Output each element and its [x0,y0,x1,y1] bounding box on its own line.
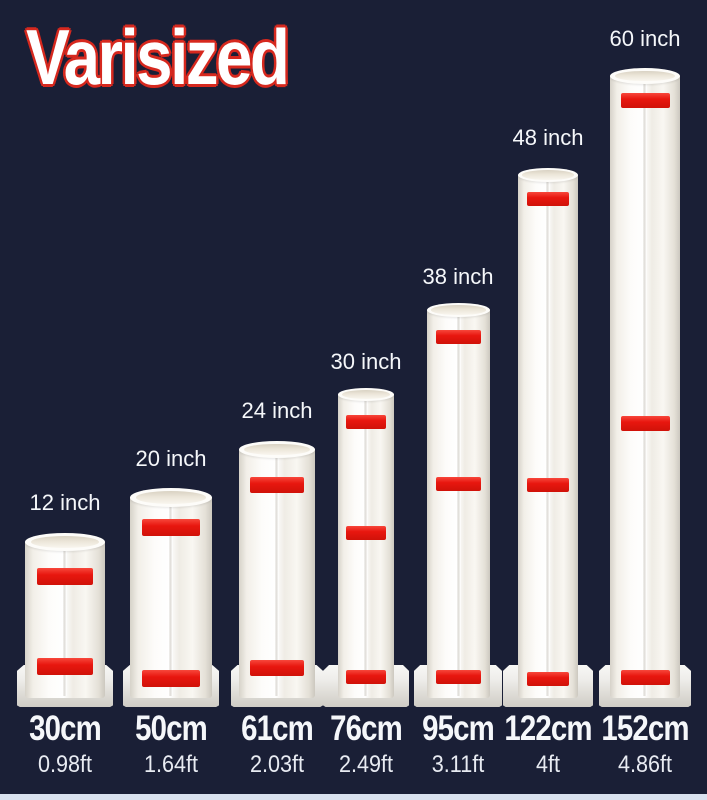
red-band [620,93,670,108]
red-band [620,416,670,431]
red-band [436,477,481,491]
red-band [527,192,569,206]
image-bottom-edge-strip [0,794,707,800]
tube-opening-inner [431,305,486,315]
tube-opening-inner [341,390,391,399]
tube-group-38in: 38 inch 95cm 3.11ft [403,0,513,800]
height-label-ft: 3.11ft [431,751,485,778]
height-label-ft: 1.64ft [143,751,199,778]
height-label-inches: 60 inch [609,26,681,51]
red-band [250,477,304,493]
tube-top-opening [25,533,105,551]
height-label-inches: 48 inch [512,125,584,150]
page-title: Varisized [26,13,290,101]
red-band [527,672,569,686]
tube-cylinder [338,388,394,698]
height-label-cm: 76cm [330,709,403,748]
height-label-cm: 95cm [422,709,495,748]
height-label-cm: 61cm [241,709,314,748]
red-band [620,670,670,685]
height-label-inches: 24 inch [241,398,313,423]
tube-seam-line [643,83,647,696]
tube-seam-line [364,400,368,696]
red-band [436,670,481,684]
tube-top-opening [518,168,578,182]
tube-opening-inner [135,491,207,504]
tube-opening-inner [522,170,574,180]
tube-group-30in: 30 inch 76cm 2.49ft [311,0,421,800]
tube-seam-line [546,181,550,696]
height-label-ft: 2.03ft [249,751,305,778]
red-band [346,415,386,429]
tube-cylinder [427,303,490,698]
height-label-ft: 4.86ft [617,751,673,778]
tube-group-48in: 48 inch 122cm 4ft [493,0,603,800]
tube-top-opening [610,68,680,84]
height-label-cm: 50cm [135,709,208,748]
height-label-inches: 20 inch [135,446,207,471]
height-label-inches: 38 inch [422,264,494,289]
tube-cylinder [518,168,578,698]
tube-cylinder [130,488,212,698]
height-label-cm: 152cm [601,709,689,748]
tube-top-opening [130,488,212,507]
red-band [37,568,93,585]
tube-top-opening [338,388,394,401]
tube-seam-line [275,456,279,696]
red-band [142,670,200,687]
tube-opening-inner [30,535,100,549]
tube-opening-inner [614,70,676,82]
tube-opening-inner [244,443,310,456]
red-band [250,660,304,676]
height-label-inches: 30 inch [330,349,402,374]
tube-group-12in: 12 inch 30cm 0.98ft [10,0,120,800]
tube-seam-line [63,549,67,696]
red-band [527,478,569,492]
height-label-ft: 0.98ft [37,751,93,778]
red-band [142,519,200,536]
tube-group-24in: 24 inch 61cm 2.03ft [222,0,332,800]
red-band [346,526,386,540]
height-label-cm: 122cm [504,709,592,748]
tube-cylinder [610,68,680,698]
height-label-ft: 4ft [535,751,561,778]
tube-cylinder [25,533,105,698]
tube-seam-line [456,316,461,696]
tube-seam-line [169,505,173,696]
tube-cylinder [239,441,315,698]
red-band [436,330,481,344]
tube-top-opening [427,303,490,317]
red-band [346,670,386,684]
tube-group-60in: 60 inch 152cm 4.86ft [590,0,700,800]
tube-top-opening [239,441,315,458]
height-label-cm: 30cm [29,709,102,748]
red-band [37,658,93,675]
height-label-inches: 12 inch [29,490,101,515]
height-label-ft: 2.49ft [338,751,394,778]
tube-group-20in: 20 inch 50cm 1.64ft [116,0,226,800]
